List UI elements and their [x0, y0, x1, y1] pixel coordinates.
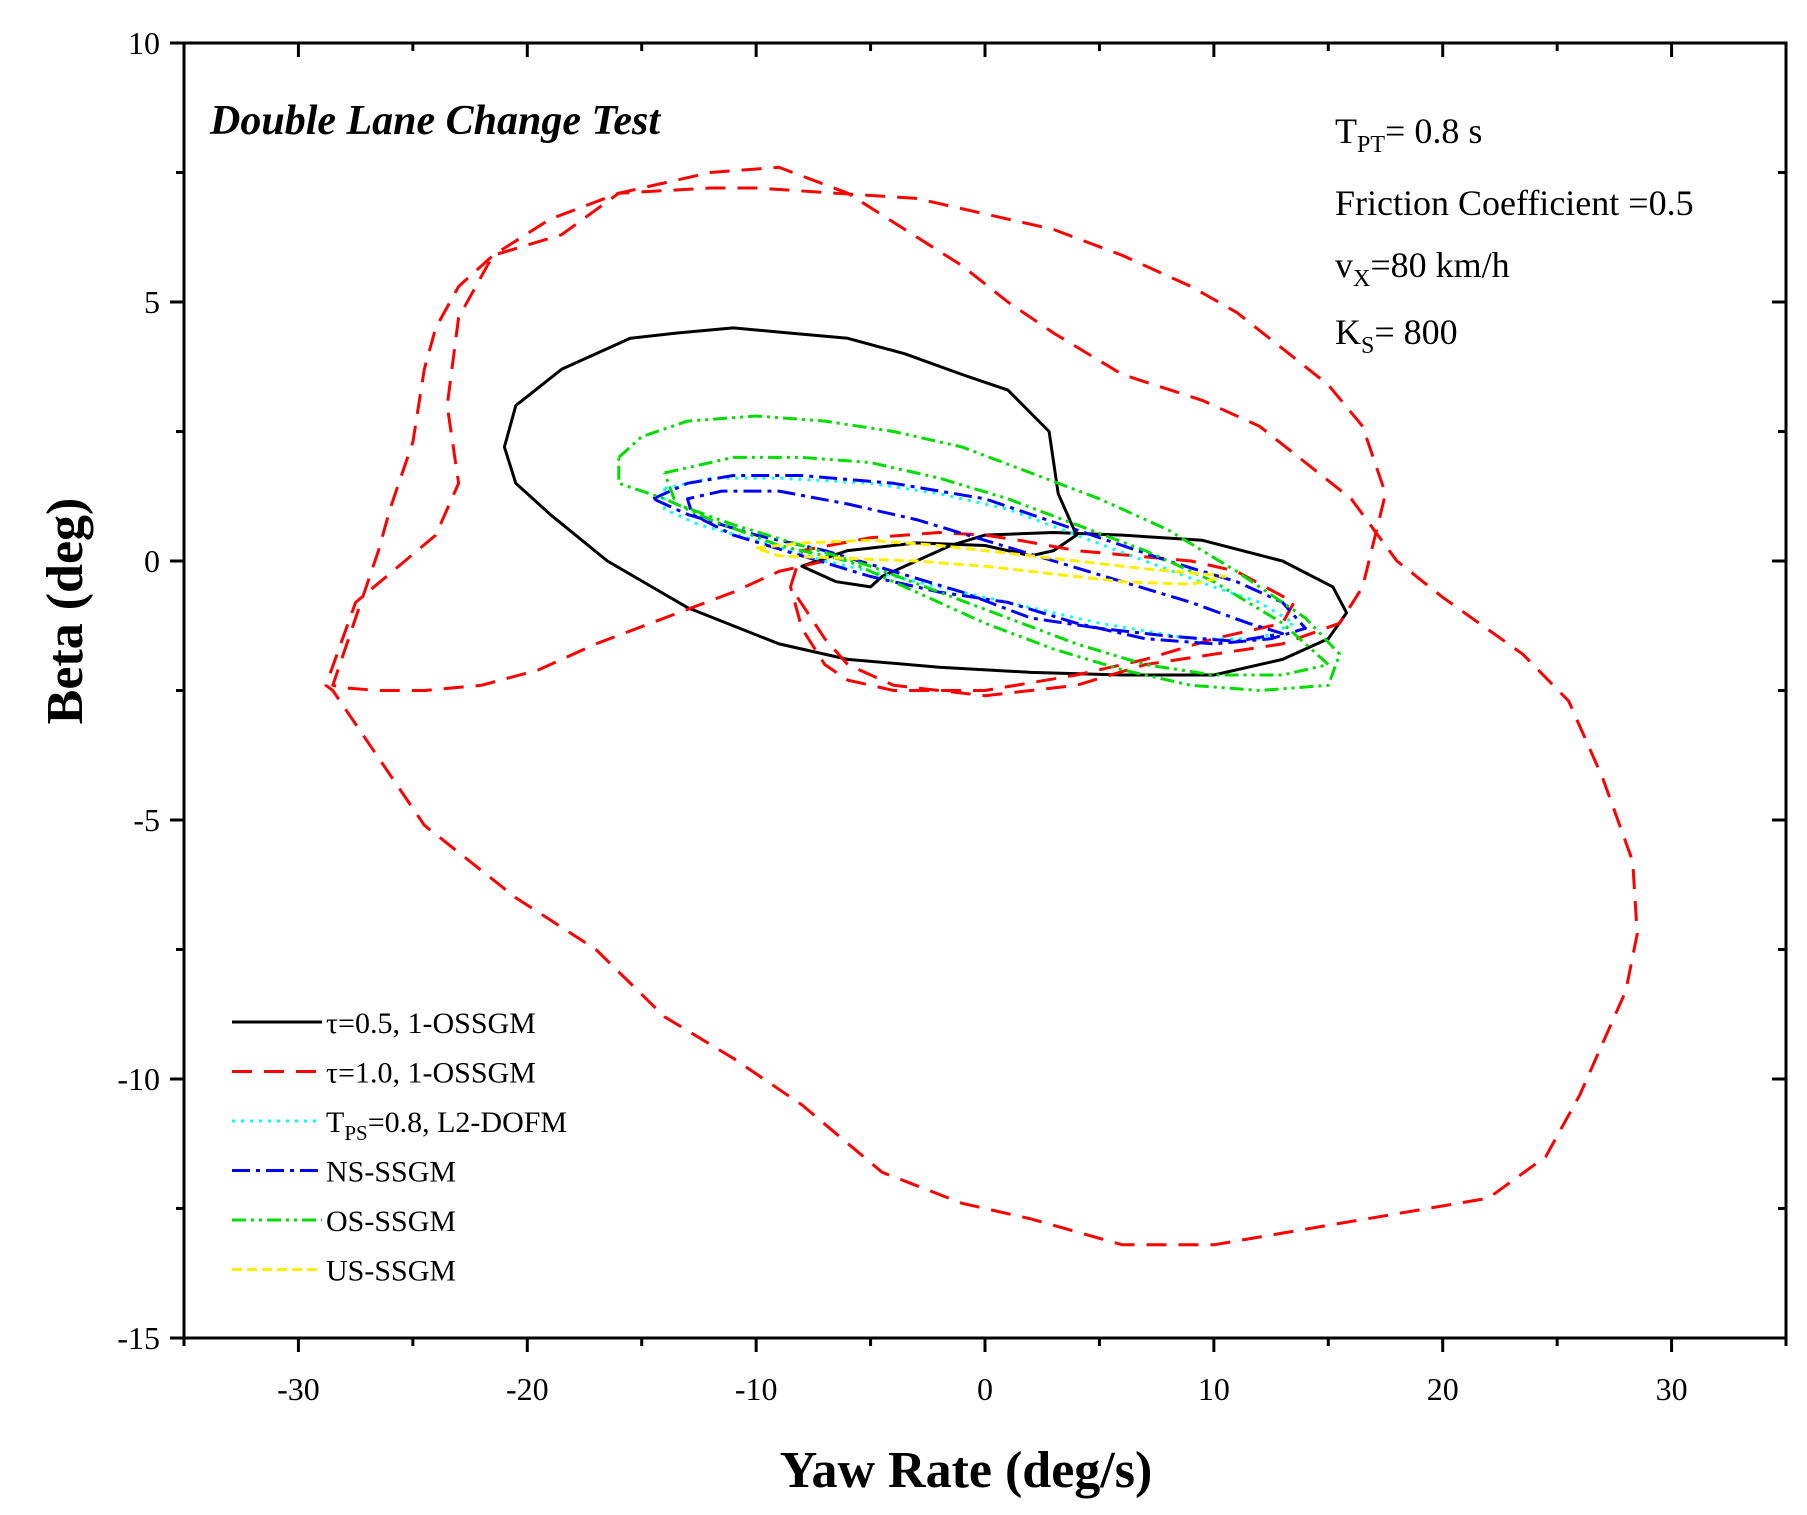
series-line--0-5-1-ossgm	[502, 326, 1349, 677]
y-tick-label: 0	[144, 543, 160, 579]
legend-label: OS-SSGM	[326, 1205, 456, 1238]
annotation-vx-rest: =80 km/h	[1370, 245, 1509, 285]
series-layer	[324, 165, 1639, 1247]
x-tick-label: 30	[1656, 1371, 1688, 1407]
annotation-vx: vX=80 km/h	[1335, 245, 1510, 292]
annotation-ks: KS= 800	[1335, 312, 1458, 359]
y-tick-label: -5	[133, 802, 160, 838]
legend: τ=0.5, 1-OSSGM τ=1.0, 1-OSSGM TPS=0.8, L2-…	[232, 1007, 567, 1288]
annotation-friction: Friction Coefficient =0.5	[1335, 183, 1694, 223]
y-tick-label: -10	[117, 1061, 160, 1097]
legend-label: TPS=0.8, L2-DOFM	[326, 1106, 567, 1145]
series-line-ns-ssgm	[652, 474, 1307, 646]
annotation-tpt-rest: = 0.8 s	[1385, 111, 1482, 151]
legend-label: NS-SSGM	[326, 1156, 456, 1189]
y-tick-label: -15	[117, 1320, 160, 1356]
legend-label: τ=1.0, 1-OSSGM	[326, 1057, 536, 1090]
x-tick-label: 0	[977, 1371, 993, 1407]
y-tick-label: 5	[144, 284, 160, 320]
x-tick-label: -20	[506, 1371, 549, 1407]
annotation-ks-main: K	[1335, 312, 1361, 352]
y-axis-title: Beta (deg)	[37, 498, 94, 725]
x-tick-label: 20	[1427, 1371, 1459, 1407]
annotation-tpt-main: T	[1335, 111, 1357, 151]
annotation-ks-rest: = 800	[1374, 312, 1457, 352]
series-line-us-ssgm	[755, 538, 1227, 586]
series-line--1-0-1-ossgm	[324, 165, 1639, 1247]
legend-label: US-SSGM	[326, 1255, 456, 1288]
annotation-ks-sub: S	[1361, 333, 1374, 359]
x-tick-label: -10	[735, 1371, 778, 1407]
annotation-tpt-sub: PT	[1357, 132, 1385, 158]
chart-title: Double Lane Change Test	[209, 98, 661, 144]
x-tick-label: -30	[277, 1371, 320, 1407]
annotation-vx-main: v	[1335, 245, 1353, 285]
annotation-vx-sub: X	[1353, 266, 1370, 292]
y-tick-label: 10	[128, 25, 160, 61]
series-line-tps-0-8-l2-dofm	[663, 476, 1296, 641]
annotation-tpt: TPT= 0.8 s	[1335, 111, 1482, 158]
series-line-os-ssgm-inner	[663, 455, 1330, 677]
series-line-os-ssgm	[617, 414, 1342, 692]
x-axis-title: Yaw Rate (deg/s)	[780, 1442, 1153, 1499]
legend-label: τ=0.5, 1-OSSGM	[326, 1007, 536, 1040]
x-tick-label: 10	[1198, 1371, 1230, 1407]
axes-layer: -30 -20 -10 0 10 20 30 -15 -10 -5 0 5 10	[117, 25, 1788, 1407]
